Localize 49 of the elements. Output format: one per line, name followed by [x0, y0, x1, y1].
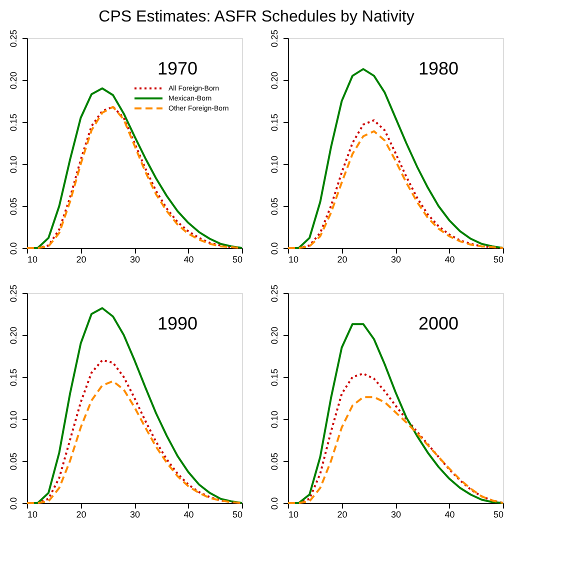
- x-tick-label: 50: [232, 254, 242, 264]
- y-tick-label: 0.20: [270, 72, 280, 90]
- x-tick-label: 40: [444, 254, 455, 264]
- y-tick-label: 0.15: [8, 368, 18, 386]
- x-tick-label: 10: [28, 510, 38, 520]
- x-tick-label: 40: [184, 254, 194, 264]
- x-tick-label: 10: [288, 254, 299, 264]
- chart-title: CPS Estimates: ASFR Schedules by Nativity: [98, 8, 414, 26]
- x-tick-label: 10: [288, 510, 299, 520]
- x-tick-label: 40: [184, 510, 194, 520]
- y-tick-label: 0.05: [8, 198, 18, 216]
- y-tick-label: 0.05: [270, 198, 280, 216]
- y-tick-label: 0.25: [270, 284, 280, 302]
- y-tick-label: 0.10: [270, 410, 280, 428]
- y-tick-label: 0.20: [8, 72, 18, 90]
- x-tick-label: 20: [337, 254, 348, 264]
- y-tick-label: 0.0: [8, 497, 18, 510]
- y-tick-label: 0.0: [8, 242, 18, 255]
- annotation: 2000: [418, 314, 459, 334]
- y-tick-label: 0.15: [270, 114, 280, 132]
- y-tick-label: 0.25: [8, 284, 18, 302]
- x-tick-label: 50: [493, 510, 504, 520]
- annotation: 1970: [157, 58, 198, 78]
- x-tick-label: 50: [493, 254, 504, 264]
- y-tick-label: 0.05: [270, 452, 280, 470]
- y-tick-label: 0.20: [8, 326, 18, 344]
- y-tick-label: 0.25: [8, 30, 18, 48]
- y-tick-label: 0.10: [8, 156, 18, 174]
- y-tick-label: 0.10: [8, 410, 18, 428]
- y-tick-label: 0.0: [270, 497, 280, 510]
- x-tick-label: 20: [76, 254, 86, 264]
- x-tick-label: 50: [232, 510, 242, 520]
- x-tick-label: 10: [28, 254, 38, 264]
- x-tick-label: 40: [444, 510, 455, 520]
- x-tick-label: 20: [337, 510, 348, 520]
- annotation: 1980: [418, 58, 459, 78]
- y-tick-label: 0.20: [270, 326, 280, 344]
- x-tick-label: 30: [390, 254, 402, 264]
- y-tick-label: 0.25: [270, 30, 280, 48]
- y-tick-label: 0.0: [270, 242, 280, 255]
- y-tick-label: 0.15: [270, 368, 280, 386]
- x-tick-label: 30: [130, 510, 140, 520]
- x-tick-label: 20: [76, 510, 86, 520]
- x-tick-label: 30: [130, 254, 140, 264]
- annotation: 1990: [157, 314, 198, 334]
- y-tick-label: 0.05: [8, 452, 18, 470]
- x-tick-label: 30: [390, 510, 402, 520]
- y-tick-label: 0.10: [270, 156, 280, 174]
- y-tick-label: 0.15: [8, 114, 18, 132]
